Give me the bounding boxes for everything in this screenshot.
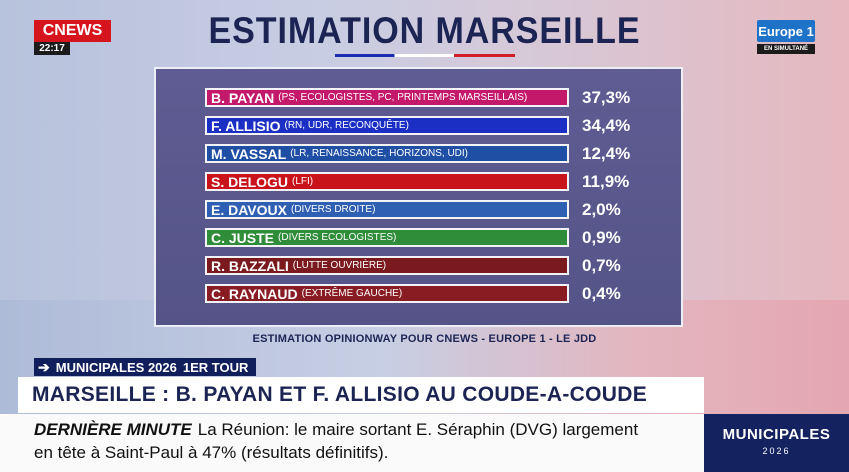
clock: 22:17: [34, 42, 70, 55]
ticker-line-2: en tête à Saint-Paul à 47% (résultats dé…: [34, 443, 389, 462]
candidate-bar: F. ALLISIO (RN, UDR, RECONQUÊTE): [205, 116, 569, 135]
europe1-logo: Europe 1: [757, 20, 815, 42]
event-title: MUNICIPALES: [722, 426, 831, 443]
candidate-row: B. PAYAN (PS, ECOLOGISTES, PC, PRINTEMPS …: [205, 88, 630, 107]
candidate-party: (DIVERS DROITE): [290, 204, 376, 215]
ticker-text-1: La Réunion: le maire sortant E. Séraphin…: [197, 420, 639, 439]
tricolor-rule: [335, 54, 515, 57]
candidate-party: (LUTTE OUVRIÈRE): [292, 260, 387, 271]
candidate-name: C. JUSTE: [211, 229, 275, 246]
candidate-percentage: 0,9%: [582, 227, 621, 247]
page-title: ESTIMATION MARSEILLE: [208, 10, 641, 51]
candidate-percentage: 11,9%: [582, 171, 630, 191]
candidate-percentage: 37,3%: [582, 87, 631, 107]
candidate-percentage: 12,4%: [582, 143, 631, 163]
candidate-bar: E. DAVOUX (DIVERS DROITE): [205, 200, 569, 219]
event-year: 2026: [762, 446, 791, 456]
section-tag: ➔ MUNICIPALES 2026 1ER TOUR: [34, 358, 257, 376]
candidate-party: (DIVERS ECOLOGISTES): [278, 232, 397, 243]
candidate-party: (LR, RENAISSANCE, HORIZONS, UDI): [290, 148, 469, 159]
arrow-right-icon: ➔: [38, 358, 50, 375]
candidate-percentage: 2,0%: [582, 199, 621, 219]
headline-bar: MARSEILLE : B. PAYAN ET F. ALLISIO AU CO…: [18, 377, 704, 413]
candidate-row: C. RAYNAUD (EXTRÊME GAUCHE) 0,4%: [205, 284, 621, 303]
source-caption: ESTIMATION OPINIONWAY POUR CNEWS - EUROP…: [252, 333, 597, 345]
candidate-bar: M. VASSAL (LR, RENAISSANCE, HORIZONS, UDI…: [205, 144, 569, 163]
results-panel: B. PAYAN (PS, ECOLOGISTES, PC, PRINTEMPS …: [154, 67, 683, 327]
simulcast-label: EN SIMULTANÉ: [757, 44, 815, 54]
candidate-name: S. DELOGU: [211, 173, 289, 190]
candidate-bar: R. BAZZALI (LUTTE OUVRIÈRE): [205, 256, 569, 275]
candidate-name: B. PAYAN: [211, 89, 275, 106]
candidate-party: (EXTRÊME GAUCHE): [301, 288, 403, 299]
tag-round: 1ER TOUR: [182, 359, 249, 375]
candidate-row: F. ALLISIO (RN, UDR, RECONQUÊTE) 34,4%: [205, 116, 630, 135]
candidate-row: M. VASSAL (LR, RENAISSANCE, HORIZONS, UDI…: [205, 144, 630, 163]
candidate-party: (LFI): [292, 176, 314, 187]
candidate-name: E. DAVOUX: [211, 201, 287, 218]
candidate-row: S. DELOGU (LFI) 11,9%: [205, 172, 629, 191]
candidate-name: M. VASSAL: [211, 145, 287, 162]
candidate-name: F. ALLISIO: [211, 117, 281, 134]
candidate-bar: S. DELOGU (LFI): [205, 172, 569, 191]
candidate-name: R. BAZZALI: [211, 257, 289, 274]
ticker-line-1: DERNIÈRE MINUTE La Réunion: le maire sort…: [34, 420, 638, 440]
candidate-bar: C. RAYNAUD (EXTRÊME GAUCHE): [205, 284, 569, 303]
candidate-percentage: 0,4%: [582, 283, 621, 303]
candidate-name: C. RAYNAUD: [211, 285, 298, 302]
cnews-logo: CNEWS: [34, 20, 111, 42]
event-box: MUNICIPALES 2026: [704, 414, 849, 472]
candidate-bar: B. PAYAN (PS, ECOLOGISTES, PC, PRINTEMPS …: [205, 88, 569, 107]
candidate-bar: C. JUSTE (DIVERS ECOLOGISTES): [205, 228, 569, 247]
news-ticker: DERNIÈRE MINUTE La Réunion: le maire sort…: [0, 414, 704, 472]
candidate-row: R. BAZZALI (LUTTE OUVRIÈRE) 0,7%: [205, 256, 621, 275]
candidate-party: (RN, UDR, RECONQUÊTE): [284, 120, 409, 131]
candidate-percentage: 34,4%: [582, 115, 631, 135]
ticker-label: DERNIÈRE MINUTE: [34, 420, 192, 439]
tag-prefix: MUNICIPALES 2026: [55, 359, 177, 375]
candidate-party: (PS, ECOLOGISTES, PC, PRINTEMPS MARSEILL…: [278, 92, 528, 103]
candidate-row: E. DAVOUX (DIVERS DROITE) 2,0%: [205, 200, 621, 219]
headline-text: MARSEILLE : B. PAYAN ET F. ALLISIO AU CO…: [32, 383, 647, 406]
candidate-percentage: 0,7%: [582, 255, 621, 275]
candidate-row: C. JUSTE (DIVERS ECOLOGISTES) 0,9%: [205, 228, 621, 247]
